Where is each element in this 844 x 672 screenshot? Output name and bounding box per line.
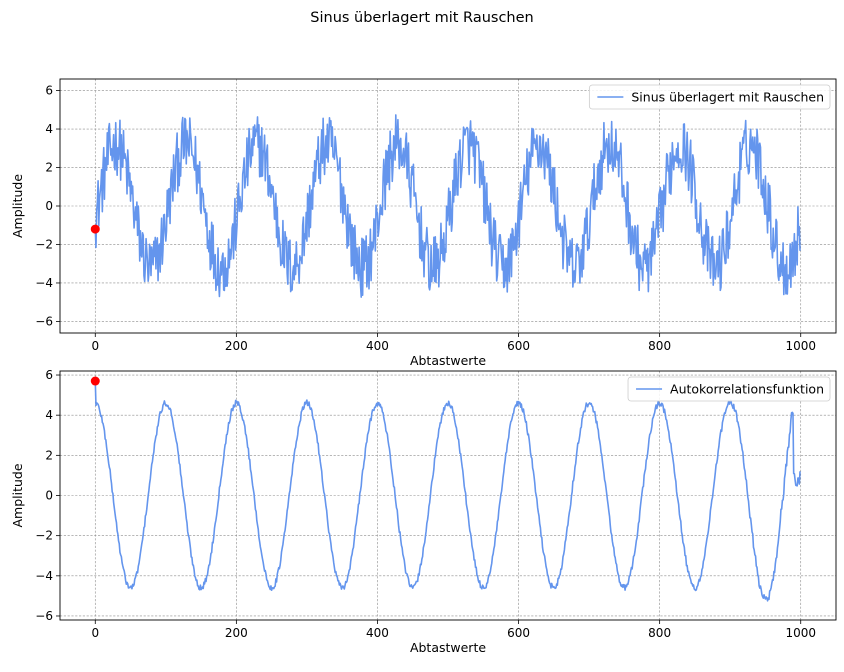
- legend-label: Autokorrelationsfunktion: [670, 382, 824, 397]
- x-axis-label: Abtastwerte: [410, 640, 486, 655]
- x-tick-label: 400: [366, 339, 389, 353]
- x-axis-label: Abtastwerte: [410, 353, 486, 368]
- y-tick-label: 0: [45, 489, 53, 503]
- y-tick-label: −2: [35, 237, 53, 251]
- y-tick-label: −4: [35, 276, 53, 290]
- y-tick-label: −6: [35, 609, 53, 623]
- y-tick-label: −6: [35, 314, 53, 328]
- figure-suptitle: Sinus überlagert mit Rauschen: [310, 10, 533, 26]
- y-tick-label: 2: [45, 448, 53, 462]
- x-tick-label: 1000: [785, 339, 816, 353]
- x-tick-label: 600: [507, 339, 530, 353]
- legend-box: [627, 376, 831, 402]
- x-tick-label: 0: [91, 339, 99, 353]
- x-tick-label: 800: [648, 626, 671, 640]
- legend-label: Sinus überlagert mit Rauschen: [631, 90, 824, 105]
- highlight-point: [90, 376, 100, 386]
- x-tick-label: 0: [91, 626, 99, 640]
- y-tick-label: 0: [45, 199, 53, 213]
- y-tick-label: −2: [35, 529, 53, 543]
- y-tick-label: 4: [45, 122, 53, 136]
- x-tick-label: 200: [225, 626, 248, 640]
- series-line: [94, 114, 801, 298]
- x-tick-label: 600: [507, 626, 530, 640]
- bottom-plot-axes: 0 200 400 600 800 1000 −6 −4 −2 0 2 4 6 Abtastwerte Am…: [10, 368, 837, 655]
- y-tick-label: −4: [35, 569, 53, 583]
- y-axis-label: Amplitude: [10, 174, 25, 238]
- y-tick-label: 6: [45, 84, 53, 98]
- series-line: [94, 381, 801, 602]
- y-axis-label: Amplitude: [10, 463, 25, 527]
- top-plot-axes: 0 200 400 600 800 1000 −6 −4 −2 0 2 4 6 Abtastwerte Am…: [10, 78, 837, 368]
- x-tick-label: 1000: [785, 626, 816, 640]
- legend: Sinus überlagert mit Rauschen: [588, 84, 831, 110]
- x-tick-label: 200: [225, 339, 248, 353]
- legend: Autokorrelationsfunktion: [627, 376, 831, 402]
- highlight-point: [90, 224, 100, 234]
- y-tick-label: 6: [45, 368, 53, 382]
- y-tick-label: 4: [45, 408, 53, 422]
- x-tick-label: 800: [648, 339, 671, 353]
- legend-box: [588, 84, 831, 110]
- y-tick-label: 2: [45, 161, 53, 175]
- x-tick-label: 400: [366, 626, 389, 640]
